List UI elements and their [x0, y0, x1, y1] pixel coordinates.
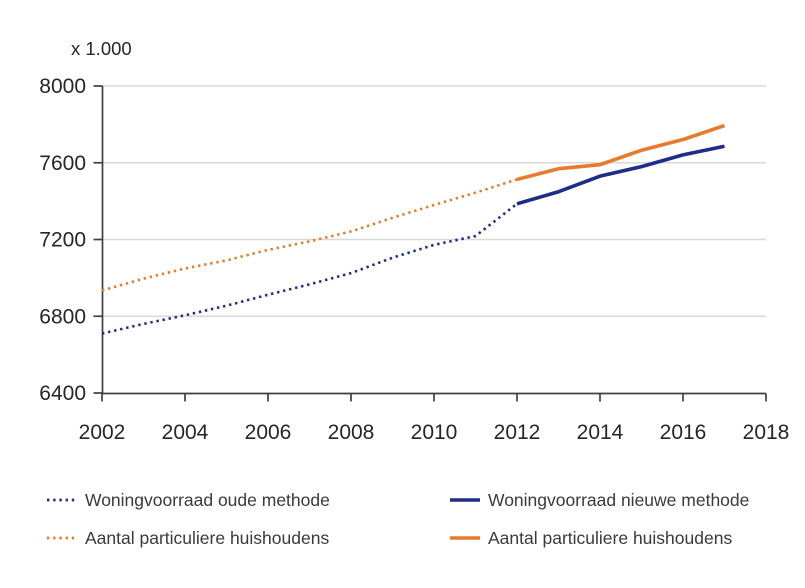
series-line-aantal-particuliere-huishoudens-solid [516, 123, 726, 182]
series-line-woningvoorraad-nieuwe-methode-solid [516, 144, 725, 206]
x-axis-tick-label: 2012 [494, 421, 541, 444]
legend-item-huishoudens-nieuw: Aantal particuliere huishoudens [448, 528, 732, 548]
dotted-line-swatch-icon [47, 498, 77, 502]
legend-item-woningvoorraad-nieuwe-methode: Woningvoorraad nieuwe methode [448, 490, 749, 510]
y-axis-tick-label: 7200 [39, 229, 86, 252]
x-axis-tick-label: 2014 [577, 421, 624, 444]
series-line-woningvoorraad-oude-methode-dotted [101, 202, 518, 335]
legend-label: Aantal particuliere huishoudens [85, 527, 330, 548]
dotted-line-swatch-icon [47, 536, 77, 540]
x-axis-tick-label: 2008 [328, 421, 375, 444]
y-axis-unit-label: x 1.000 [71, 38, 132, 59]
y-axis-tick-label: 6800 [39, 305, 86, 328]
line-chart: 6400 6800 7200 7600 8000 2002 2004 2006 2008 2010… [39, 75, 790, 444]
series-line-aantal-particuliere-huishoudens-dotted [101, 178, 518, 292]
legend-label: Woningvoorraad nieuwe methode [488, 489, 750, 510]
legend-item-woningvoorraad-oude-methode: Woningvoorraad oude methode [45, 490, 330, 510]
x-axis-tick-label: 2018 [743, 421, 790, 444]
solid-line-swatch-icon [450, 536, 480, 540]
y-axis-tick-label: 7600 [39, 152, 86, 175]
legend-label: Woningvoorraad oude methode [85, 489, 330, 510]
legend-item-huishoudens-oud: Aantal particuliere huishoudens [45, 528, 329, 548]
y-axis-tick-label: 8000 [39, 75, 86, 98]
y-axis-tick-label: 6400 [39, 382, 86, 405]
solid-line-swatch-icon [450, 498, 480, 502]
x-axis-tick-label: 2006 [245, 421, 292, 444]
x-axis-tick-label: 2002 [79, 421, 126, 444]
x-axis-tick-label: 2010 [411, 421, 458, 444]
legend-label: Aantal particuliere huishoudens [488, 527, 733, 548]
x-axis-tick-label: 2004 [162, 421, 209, 444]
x-axis-tick-label: 2016 [660, 421, 707, 444]
